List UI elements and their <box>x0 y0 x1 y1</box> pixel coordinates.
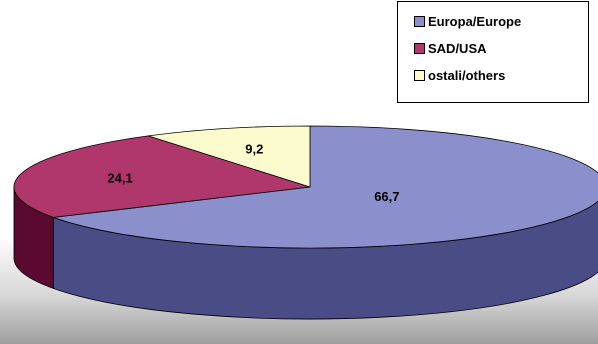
pie-slice-europa-europe <box>52 125 598 249</box>
legend-swatch-usa <box>414 42 425 54</box>
legend-label-usa: SAD/USA <box>428 40 487 56</box>
pie-data-label-ostali-others: 9,2 <box>245 141 263 156</box>
legend-label-others: ostali/others <box>428 67 506 83</box>
legend-item-others: ostali/others <box>414 67 588 83</box>
pie-data-label-europa-europe: 66,7 <box>374 189 399 204</box>
legend-swatch-others <box>414 69 425 81</box>
legend-swatch-europe <box>414 15 425 27</box>
legend-label-europe: Europa/Europe <box>428 13 522 29</box>
legend-item-usa: SAD/USA <box>414 40 588 56</box>
chart-legend: Europa/Europe SAD/USA ostali/others <box>397 1 589 103</box>
legend-item-europe: Europa/Europe <box>414 13 588 29</box>
pie-slices <box>13 125 598 320</box>
pie-data-labels: 66,7 24,1 9,2 <box>107 141 399 204</box>
pie-slice-sad-usa <box>13 135 311 218</box>
pie-slice-ostali-others <box>147 125 311 188</box>
pie-data-label-sad-usa: 24,1 <box>107 171 132 186</box>
